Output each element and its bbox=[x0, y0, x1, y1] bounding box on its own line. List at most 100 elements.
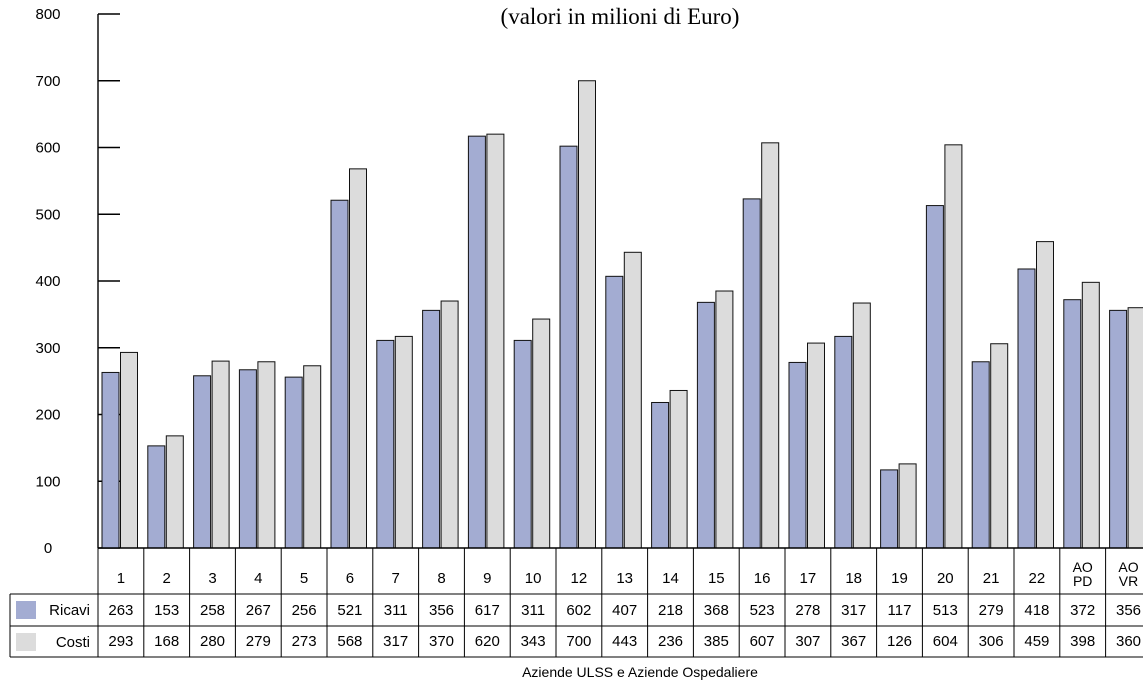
bar-ricavi bbox=[925, 205, 944, 549]
value-cell-costi: 607 bbox=[750, 633, 775, 650]
value-cell-ricavi: 258 bbox=[200, 602, 225, 619]
data-table: 1263293215316832582804267279525627365215… bbox=[9, 547, 1143, 658]
value-cell-costi: 168 bbox=[154, 633, 179, 650]
bar-ricavi bbox=[605, 275, 624, 549]
bar-ricavi bbox=[788, 361, 807, 549]
category-label: 5 bbox=[300, 570, 308, 587]
bar-ricavi bbox=[834, 335, 853, 549]
value-cell-ricavi: 521 bbox=[337, 602, 362, 619]
category-label: 9 bbox=[483, 570, 491, 587]
value-cell-ricavi: 256 bbox=[292, 602, 317, 619]
value-cell-ricavi: 407 bbox=[612, 602, 637, 619]
bar-costi bbox=[1036, 241, 1054, 549]
value-cell-costi: 443 bbox=[612, 633, 637, 650]
value-cell-ricavi: 317 bbox=[841, 602, 866, 619]
bar-ricavi bbox=[651, 401, 670, 549]
bar-costi bbox=[303, 365, 322, 549]
y-tick-label: 600 bbox=[35, 140, 60, 157]
value-cell-costi: 280 bbox=[200, 633, 225, 650]
bar-ricavi bbox=[101, 371, 120, 549]
category-label: 21 bbox=[983, 570, 1000, 587]
bar-ricavi bbox=[238, 369, 257, 549]
category-label: 8 bbox=[437, 570, 445, 587]
bar-costi bbox=[1081, 281, 1100, 549]
bar-costi bbox=[669, 389, 688, 549]
y-tick-label: 0 bbox=[44, 540, 52, 557]
value-cell-ricavi: 356 bbox=[1116, 602, 1141, 619]
bar-ricavi bbox=[880, 469, 899, 549]
value-cell-costi: 568 bbox=[337, 633, 362, 650]
value-cell-costi: 459 bbox=[1024, 633, 1049, 650]
bar-costi bbox=[715, 290, 734, 549]
value-cell-costi: 370 bbox=[429, 633, 454, 650]
bar-ricavi bbox=[971, 361, 990, 549]
legend-swatch-costi bbox=[16, 633, 36, 651]
category-label: 13 bbox=[616, 570, 633, 587]
bar-costi bbox=[944, 144, 963, 549]
bar-ricavi bbox=[193, 375, 212, 549]
value-cell-ricavi: 267 bbox=[246, 602, 271, 619]
bar-ricavi bbox=[284, 376, 303, 549]
value-cell-costi: 604 bbox=[933, 633, 958, 650]
bar-costi bbox=[807, 342, 825, 549]
value-cell-costi: 236 bbox=[658, 633, 683, 650]
legend-label-costi: Costi bbox=[56, 634, 90, 651]
bar-costi bbox=[852, 302, 871, 549]
value-cell-ricavi: 513 bbox=[933, 602, 958, 619]
bar-costi bbox=[761, 142, 780, 549]
value-cell-ricavi: 368 bbox=[704, 602, 729, 619]
y-tick-label: 300 bbox=[35, 340, 60, 357]
bar-costi bbox=[440, 300, 459, 549]
category-label: 1 bbox=[117, 570, 125, 587]
category-label: 14 bbox=[662, 570, 679, 587]
value-cell-ricavi: 372 bbox=[1070, 602, 1095, 619]
value-cell-costi: 360 bbox=[1116, 633, 1141, 650]
category-label: 10 bbox=[525, 570, 542, 587]
bar-ricavi bbox=[513, 339, 532, 549]
bar-costi bbox=[990, 343, 1009, 549]
chart-title: (valori in milioni di Euro) bbox=[501, 4, 740, 29]
y-tick-label: 800 bbox=[35, 6, 60, 23]
bar-costi bbox=[165, 435, 184, 549]
category-label: 7 bbox=[392, 570, 400, 587]
value-cell-ricavi: 311 bbox=[384, 602, 408, 619]
value-cell-ricavi: 153 bbox=[154, 602, 179, 619]
category-label: 4 bbox=[254, 570, 262, 587]
category-label: 15 bbox=[708, 570, 725, 587]
category-label: 12 bbox=[571, 570, 588, 587]
value-cell-ricavi: 117 bbox=[888, 602, 912, 619]
category-label: 16 bbox=[754, 570, 771, 587]
bar-ricavi bbox=[1109, 309, 1128, 549]
category-label: 6 bbox=[346, 570, 354, 587]
bar-ricavi bbox=[696, 301, 715, 549]
bar-ricavi bbox=[330, 199, 349, 549]
category-label: 3 bbox=[208, 570, 216, 587]
y-tick-label: 700 bbox=[35, 73, 60, 90]
value-cell-costi: 307 bbox=[795, 633, 820, 650]
bar-costi bbox=[898, 463, 917, 549]
category-label: AO VR bbox=[1118, 559, 1138, 589]
bar-costi bbox=[623, 251, 642, 549]
value-cell-costi: 306 bbox=[979, 633, 1004, 650]
value-cell-ricavi: 523 bbox=[750, 602, 775, 619]
bar-costi bbox=[257, 361, 276, 549]
value-cell-costi: 343 bbox=[521, 633, 546, 650]
value-cell-ricavi: 356 bbox=[429, 602, 454, 619]
legend-label-ricavi: Ricavi bbox=[49, 602, 90, 619]
bar-costi bbox=[211, 360, 230, 549]
y-tick-label: 200 bbox=[35, 407, 60, 424]
value-cell-costi: 367 bbox=[841, 633, 866, 650]
bar-costi bbox=[1127, 307, 1143, 549]
value-cell-ricavi: 279 bbox=[979, 602, 1004, 619]
bar-ricavi bbox=[147, 445, 166, 549]
value-cell-costi: 273 bbox=[292, 633, 317, 650]
y-tick-label: 500 bbox=[35, 206, 60, 223]
value-cell-costi: 620 bbox=[475, 633, 500, 650]
bar-ricavi bbox=[1017, 268, 1036, 549]
category-label: AO PD bbox=[1073, 559, 1093, 589]
value-cell-costi: 126 bbox=[887, 633, 912, 650]
legend-swatch-ricavi bbox=[16, 601, 36, 619]
value-cell-ricavi: 218 bbox=[658, 602, 683, 619]
value-cell-ricavi: 278 bbox=[795, 602, 820, 619]
